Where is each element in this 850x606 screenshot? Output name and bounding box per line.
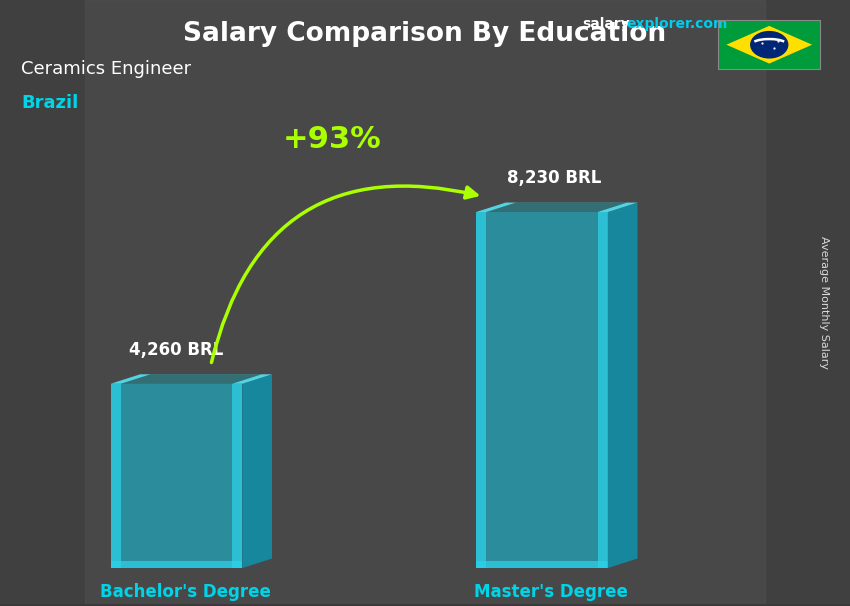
Text: Brazil: Brazil <box>21 94 78 112</box>
Text: Salary Comparison By Education: Salary Comparison By Education <box>184 21 666 47</box>
Text: 4,260 BRL: 4,260 BRL <box>129 341 224 359</box>
Text: Master's Degree: Master's Degree <box>473 583 628 601</box>
Text: 8,230 BRL: 8,230 BRL <box>507 170 601 187</box>
Circle shape <box>751 32 788 58</box>
Polygon shape <box>598 212 608 568</box>
Text: Bachelor's Degree: Bachelor's Degree <box>99 583 271 601</box>
Polygon shape <box>232 384 242 568</box>
Bar <box>718 20 820 70</box>
Polygon shape <box>486 212 598 561</box>
Polygon shape <box>121 384 232 561</box>
Polygon shape <box>110 384 121 568</box>
Polygon shape <box>486 202 627 212</box>
Text: salary: salary <box>582 17 630 31</box>
Polygon shape <box>476 212 486 568</box>
Text: +93%: +93% <box>283 125 382 153</box>
Polygon shape <box>121 375 262 384</box>
Polygon shape <box>727 26 812 64</box>
Polygon shape <box>110 561 242 568</box>
Bar <box>718 20 820 70</box>
Text: Average Monthly Salary: Average Monthly Salary <box>819 236 829 370</box>
Polygon shape <box>242 375 272 568</box>
Polygon shape <box>476 561 608 568</box>
Text: Ceramics Engineer: Ceramics Engineer <box>21 61 191 78</box>
Text: explorer.com: explorer.com <box>626 17 728 31</box>
Polygon shape <box>476 202 638 212</box>
Polygon shape <box>608 202 638 568</box>
Bar <box>85 0 765 604</box>
Polygon shape <box>110 375 272 384</box>
